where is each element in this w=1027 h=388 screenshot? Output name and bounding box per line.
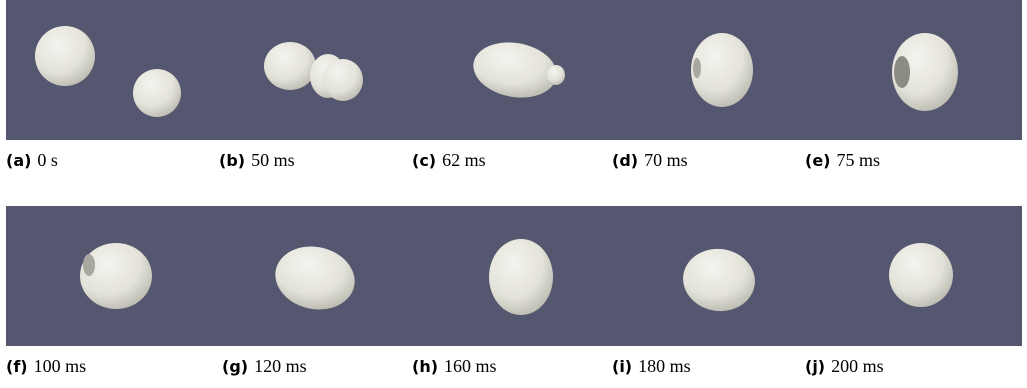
panel-label: (j) <box>805 357 825 376</box>
dimple <box>693 58 701 78</box>
panel-label: (g) <box>222 357 248 376</box>
panel-caption: (b) 50 ms <box>219 150 295 171</box>
panel-time: 100 ms <box>34 356 87 376</box>
panel-caption: (h) 160 ms <box>412 356 497 377</box>
panel-label: (h) <box>412 357 438 376</box>
panel-caption: (g) 120 ms <box>222 356 307 377</box>
panel-caption: (e) 75 ms <box>805 150 880 171</box>
panel-label: (b) <box>219 151 245 170</box>
panel-time: 50 ms <box>251 150 295 170</box>
panel-time: 200 ms <box>831 356 884 376</box>
torus-hole <box>894 56 910 88</box>
panel-label: (d) <box>612 151 638 170</box>
panel-label: (a) <box>6 151 31 170</box>
panel-time: 75 ms <box>836 150 880 170</box>
panel-caption: (d) 70 ms <box>612 150 688 171</box>
panel-time: 160 ms <box>444 356 497 376</box>
panel-time: 180 ms <box>638 356 691 376</box>
figure: (a) 0 s (b) 50 ms (c) 62 ms (d) 70 ms (e) 75 ms (f… <box>0 0 1027 388</box>
panel-label: (c) <box>412 151 436 170</box>
simulation-strips <box>0 0 1027 388</box>
panel-caption: (j) 200 ms <box>805 356 884 377</box>
panel-caption: (f) 100 ms <box>6 356 86 377</box>
panel-time: 120 ms <box>254 356 307 376</box>
panel-time: 0 s <box>37 150 58 170</box>
panel-time: 62 ms <box>442 150 486 170</box>
panel-label: (e) <box>805 151 830 170</box>
panel-label: (i) <box>612 357 632 376</box>
panel-caption: (i) 180 ms <box>612 356 691 377</box>
panel-label: (f) <box>6 357 28 376</box>
dimple <box>83 254 95 276</box>
panel-caption: (c) 62 ms <box>412 150 486 171</box>
panel-caption: (a) 0 s <box>6 150 58 171</box>
panel-time: 70 ms <box>644 150 688 170</box>
